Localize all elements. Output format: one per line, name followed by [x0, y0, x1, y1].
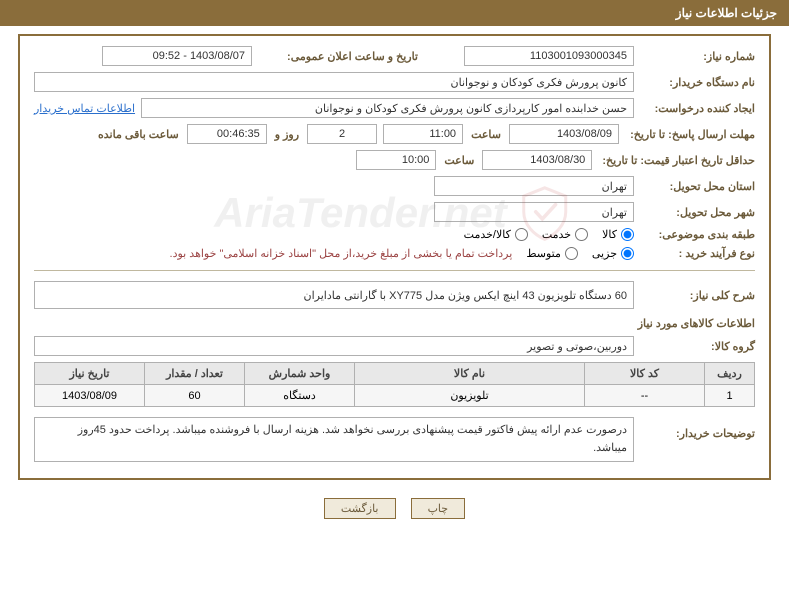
- summary-value: 60 دستگاه تلویزیون 43 اینچ ایکس ویژن مدل…: [34, 281, 634, 309]
- deadline-time: 11:00: [383, 124, 463, 144]
- process-radio-label: متوسط: [526, 247, 561, 260]
- divider: [34, 270, 755, 271]
- process-radio-minor[interactable]: [621, 247, 634, 260]
- deadline-days: 2: [307, 124, 377, 144]
- city-label: شهر محل تحویل:: [640, 206, 755, 219]
- summary-label: شرح کلی نیاز:: [640, 289, 755, 302]
- category-radio-item[interactable]: کالا/خدمت: [464, 228, 528, 241]
- deadline-days-suffix: روز و: [275, 128, 299, 141]
- category-radio-item[interactable]: خدمت: [542, 228, 588, 241]
- table-header-row: ردیف کد کالا نام کالا واحد شمارش تعداد /…: [35, 363, 755, 385]
- th-date: تاریخ نیاز: [35, 363, 145, 385]
- deadline-label: مهلت ارسال پاسخ: تا تاریخ:: [625, 128, 755, 141]
- category-radio-both[interactable]: [515, 228, 528, 241]
- deadline-remaining-label: ساعت باقی مانده: [98, 128, 179, 141]
- table-row: 1 -- تلویزیون دستگاه 60 1403/08/09: [35, 385, 755, 407]
- validity-time: 10:00: [356, 150, 436, 170]
- category-radio-group: کالا خدمت کالا/خدمت: [464, 228, 634, 241]
- goods-group-label: گروه کالا:: [640, 340, 755, 353]
- city-value: تهران: [434, 202, 634, 222]
- details-panel: AriaTender.net شماره نیاز: 1103001093000…: [18, 34, 771, 480]
- cell-unit: دستگاه: [245, 385, 355, 407]
- process-radio-label: جزیی: [592, 247, 617, 260]
- process-radio-item[interactable]: جزیی: [592, 247, 634, 260]
- goods-group-value: دوربین،صوتی و تصویر: [34, 336, 634, 356]
- category-label: طبقه بندی موضوعی:: [640, 228, 755, 241]
- category-radio-label: کالا/خدمت: [464, 228, 511, 241]
- cell-qty: 60: [145, 385, 245, 407]
- th-unit: واحد شمارش: [245, 363, 355, 385]
- footer-buttons: چاپ بازگشت: [0, 490, 789, 527]
- print-button[interactable]: چاپ: [411, 498, 466, 519]
- deadline-date: 1403/08/09: [509, 124, 619, 144]
- requester-label: ایجاد کننده درخواست:: [640, 102, 755, 115]
- cell-date: 1403/08/09: [35, 385, 145, 407]
- page-header: جزئیات اطلاعات نیاز: [0, 0, 789, 26]
- buyer-notes-value: درصورت عدم ارائه پیش فاکتور قیمت پیشنهاد…: [34, 417, 634, 462]
- th-name: نام کالا: [355, 363, 585, 385]
- goods-table: ردیف کد کالا نام کالا واحد شمارش تعداد /…: [34, 362, 755, 407]
- category-radio-label: کالا: [602, 228, 617, 241]
- province-label: استان محل تحویل:: [640, 180, 755, 193]
- deadline-countdown: 00:46:35: [187, 124, 267, 144]
- announce-date-label: تاریخ و ساعت اعلان عمومی:: [258, 50, 418, 63]
- need-number-label: شماره نیاز:: [640, 50, 755, 63]
- process-radio-item[interactable]: متوسط: [526, 247, 578, 260]
- category-radio-service[interactable]: [575, 228, 588, 241]
- th-code: کد کالا: [585, 363, 705, 385]
- page-title: جزئیات اطلاعات نیاز: [676, 6, 777, 20]
- process-note: پرداخت تمام یا بخشی از مبلغ خرید،از محل …: [170, 247, 513, 260]
- announce-date-value: 1403/08/07 - 09:52: [102, 46, 252, 66]
- requester-value: حسن خدابنده امور کارپردازی کانون پرورش ف…: [141, 98, 634, 118]
- buyer-org-value: کانون پرورش فکری کودکان و نوجوانان: [34, 72, 634, 92]
- th-idx: ردیف: [705, 363, 755, 385]
- validity-date: 1403/08/30: [482, 150, 592, 170]
- category-radio-label: خدمت: [542, 228, 571, 241]
- th-qty: تعداد / مقدار: [145, 363, 245, 385]
- validity-label: حداقل تاریخ اعتبار قیمت: تا تاریخ:: [598, 154, 755, 167]
- cell-idx: 1: [705, 385, 755, 407]
- buyer-org-label: نام دستگاه خریدار:: [640, 76, 755, 89]
- goods-info-title: اطلاعات کالاهای مورد نیاز: [34, 317, 755, 330]
- process-label: نوع فرآیند خرید :: [640, 247, 755, 260]
- category-radio-goods[interactable]: [621, 228, 634, 241]
- validity-time-label: ساعت: [444, 154, 474, 167]
- province-value: تهران: [434, 176, 634, 196]
- category-radio-item[interactable]: کالا: [602, 228, 634, 241]
- cell-name: تلویزیون: [355, 385, 585, 407]
- buyer-notes-label: توضیحات خریدار:: [640, 417, 755, 440]
- back-button[interactable]: بازگشت: [324, 498, 396, 519]
- cell-code: --: [585, 385, 705, 407]
- need-number-value: 1103001093000345: [464, 46, 634, 66]
- buyer-contact-link[interactable]: اطلاعات تماس خریدار: [34, 102, 135, 115]
- process-radio-medium[interactable]: [565, 247, 578, 260]
- process-radio-group: جزیی متوسط: [526, 247, 634, 260]
- deadline-time-label: ساعت: [471, 128, 501, 141]
